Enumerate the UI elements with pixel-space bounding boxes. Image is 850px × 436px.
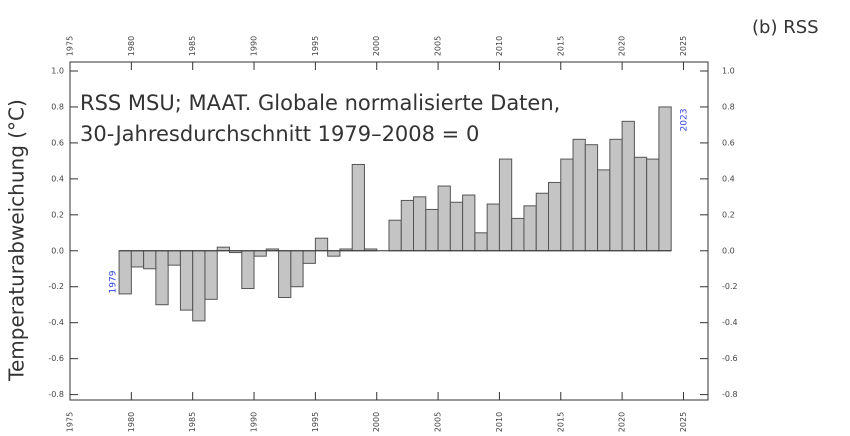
start-year-label: 1979 [109,270,119,293]
bar [646,158,660,252]
x2-tick-label: 2025 [679,36,688,56]
x2-tick-label: 2015 [556,36,565,56]
bar [302,250,316,264]
annotation: 30-Jahresdurchschnitt 1979–2008 = 0 [80,122,479,146]
x-tick-label: 2000 [372,412,381,432]
y-tick-label: 0.8 [51,102,64,111]
x-tick-label: 2020 [618,412,627,432]
bar [560,158,574,252]
y-tick-label: 1.0 [51,66,64,75]
bar [523,205,537,252]
bar [204,250,218,300]
bar [216,246,231,252]
bar [425,208,439,252]
y-tick-label: 0.2 [51,210,64,219]
y-tick-label: 0.4 [51,174,64,183]
y-axis-label: Temperaturabweichung (°C) [5,99,29,382]
bar [192,250,206,322]
bar [437,185,451,252]
bar [253,250,267,257]
bar [179,250,194,311]
y2-tick-label: -0.4 [722,318,738,327]
bar [498,158,513,252]
x-tick-label: 2025 [679,412,688,432]
y-tick-label: -0.2 [48,282,64,291]
bar [327,250,341,257]
annotation: RSS MSU; MAAT. Globale normalisierte Dat… [80,91,560,115]
x2-tick-label: 2005 [434,36,443,56]
bar [535,192,550,252]
y-tick-label: -0.8 [48,390,64,399]
bar [633,156,648,252]
bar [449,201,464,252]
x2-tick-label: 1995 [311,36,320,56]
bar [143,250,157,270]
y-tick-label: 0.6 [51,138,64,147]
x2-tick-label: 1990 [250,36,259,56]
x-tick-label: 1985 [188,412,197,432]
x2-tick-label: 1985 [188,36,197,56]
x-tick-label: 1995 [311,412,320,432]
x2-tick-label: 1975 [66,36,75,56]
bar [314,237,329,252]
bar [167,250,181,266]
bar [278,250,292,299]
bar [130,250,145,268]
bar [241,250,255,290]
y2-tick-label: 0.2 [722,210,735,219]
bar [609,138,623,252]
y2-tick-label: 0.0 [722,246,735,255]
bar [597,169,611,252]
bar [400,199,415,252]
y2-tick-label: 1.0 [722,66,735,75]
x2-tick-label: 2000 [372,36,381,56]
y2-tick-label: -0.8 [722,390,738,399]
y2-tick-label: 0.8 [722,102,735,111]
bar [290,250,304,288]
y2-tick-label: 0.6 [722,138,735,147]
x-tick-label: 2005 [434,412,443,432]
chart-title: (b) RSS [752,17,819,38]
end-year-label: 2023 [680,109,690,132]
bar [621,120,635,252]
bar [548,181,562,252]
x-tick-label: 2010 [495,412,504,432]
bar [155,250,169,306]
y2-tick-label: -0.2 [722,282,738,291]
x-tick-label: 1980 [127,412,136,432]
y-tick-label: -0.4 [48,318,64,327]
bar [118,250,132,295]
x2-tick-label: 2020 [618,36,627,56]
bar [511,217,525,252]
bar [572,138,586,252]
bar [486,203,500,252]
bar [584,144,599,252]
bar [351,163,365,252]
y2-tick-label: -0.6 [722,354,738,363]
bar [474,232,488,252]
bar [388,219,402,252]
x2-tick-label: 1980 [127,36,136,56]
x2-tick-label: 2010 [495,36,504,56]
y-tick-label: -0.6 [48,354,64,363]
x-tick-label: 1990 [250,412,259,432]
bar [462,194,476,252]
y-tick-label: 0.0 [51,246,64,255]
bar [413,196,427,252]
x-tick-label: 1975 [66,412,75,432]
bar [658,106,672,252]
x-tick-label: 2015 [556,412,565,432]
plot-frame [69,61,709,401]
y2-tick-label: 0.4 [722,174,735,183]
